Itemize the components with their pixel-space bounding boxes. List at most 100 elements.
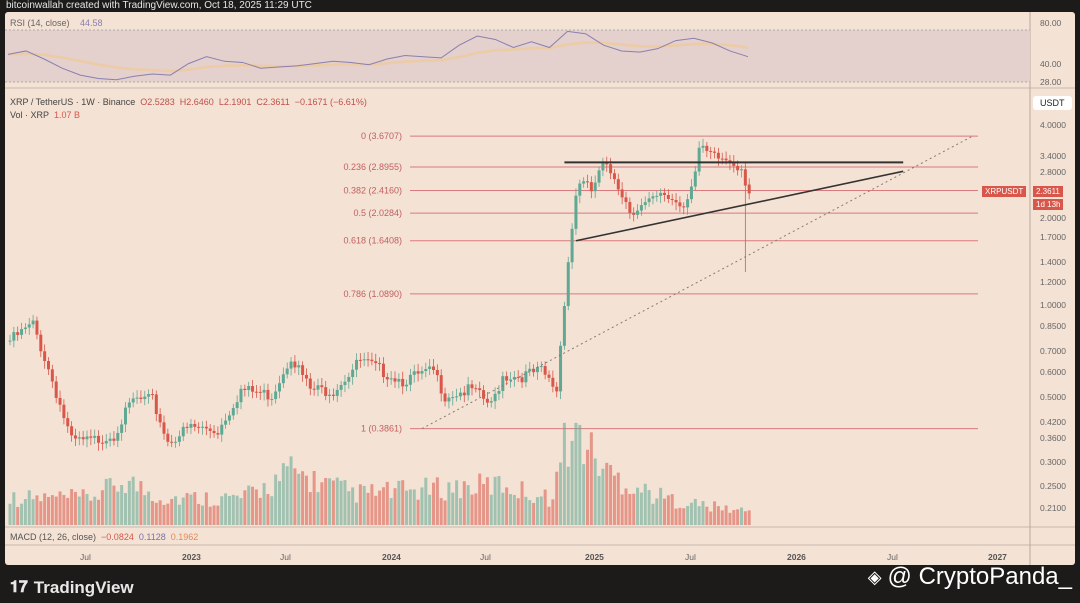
candle-body [77, 437, 81, 439]
volume-bar [127, 480, 131, 525]
volume-bar [697, 506, 701, 525]
candle-body [381, 363, 385, 377]
price-tick: 1.0000 [1040, 300, 1066, 310]
candle-body [243, 388, 247, 391]
volume-bar [278, 481, 281, 525]
volume-bar [23, 499, 27, 525]
time-tick: Jul [480, 552, 491, 562]
candle-body [189, 423, 193, 428]
volume-bar [724, 505, 728, 525]
candle-body [104, 440, 108, 444]
volume-bar [489, 494, 493, 525]
candle-body [231, 408, 235, 416]
volume-bar [647, 490, 651, 525]
volume-bar [362, 485, 366, 525]
candle-body [270, 399, 274, 401]
candle-body [686, 199, 690, 208]
volume-bar [586, 449, 589, 525]
candle-body [58, 397, 62, 405]
volume-bar [559, 462, 563, 525]
candle-body [274, 391, 278, 400]
price-tick: 0.5000 [1040, 392, 1066, 402]
candle-body [678, 202, 682, 207]
currency-button[interactable]: USDT [1033, 96, 1072, 110]
volume-bar [732, 510, 736, 525]
volume-bar [455, 480, 459, 525]
candle-body [120, 424, 124, 433]
volume-bar [193, 492, 197, 525]
legend-symbol: XRP / TetherUS · 1W · Binance O2.5283 H2… [10, 97, 367, 107]
candle-body [316, 385, 320, 390]
candle-body [593, 182, 597, 192]
volume-bar [405, 490, 409, 525]
volume-bar [470, 494, 474, 525]
candle-body [262, 389, 266, 393]
volume-bar [709, 511, 713, 525]
candle-body [505, 376, 509, 381]
candle-body [582, 181, 586, 184]
volume-bar [289, 456, 293, 525]
volume-bar [212, 505, 216, 525]
candle-body [674, 199, 678, 203]
volume-bar [408, 489, 412, 525]
candle-body [39, 334, 43, 352]
volume-bar [670, 494, 674, 525]
candle-body [743, 169, 747, 186]
volume-bar [539, 496, 543, 525]
rsi-ma-line [7, 41, 749, 73]
volume-bar [509, 494, 512, 525]
volume-bar [528, 500, 532, 525]
candle-body [197, 426, 201, 428]
candle-body [620, 189, 624, 198]
volume-bar [312, 470, 316, 525]
volume-bar [412, 489, 416, 525]
candle-body [343, 381, 347, 386]
chart-frame[interactable] [5, 12, 1075, 565]
candle-body [166, 433, 170, 442]
volume-bar [120, 484, 124, 525]
candle-body [85, 436, 89, 440]
ohlc-close: C2.3611 [256, 97, 290, 107]
candle-body [451, 397, 455, 399]
candle-body [181, 426, 185, 437]
candle-body [293, 361, 297, 368]
rsi-line [7, 30, 749, 81]
volume-bar [220, 496, 224, 525]
volume-bar [147, 491, 151, 525]
volume-bar [485, 477, 489, 525]
candle-body [370, 359, 374, 362]
volume-bar [328, 478, 332, 525]
volume-bar [443, 500, 447, 525]
candle-body [435, 369, 439, 376]
volume-label: Vol · XRP [10, 110, 50, 120]
volume-bar [632, 493, 636, 525]
candle-body [520, 377, 524, 383]
volume-bar [320, 482, 324, 525]
volume-bar [20, 503, 24, 525]
volume-bar [478, 473, 482, 525]
volume-bar [239, 498, 243, 525]
candle-body [97, 435, 101, 443]
volume-bar [254, 489, 258, 525]
candle-body [439, 375, 443, 394]
volume-bar [597, 475, 601, 525]
candle-body [8, 340, 12, 342]
volume-bar [447, 482, 451, 525]
candle-body [47, 361, 50, 370]
volume-bar [170, 498, 174, 525]
candle-body [524, 371, 528, 383]
candle-body [428, 366, 432, 369]
volume-bar [512, 494, 516, 525]
candle-body [609, 164, 613, 174]
candle-body [628, 202, 632, 213]
volume-bar [601, 468, 605, 525]
time-tick: 2026 [787, 552, 806, 562]
watermark: ◈ @ CryptoPanda_ [867, 563, 1072, 590]
volume-bar [713, 501, 717, 525]
candle-body [458, 392, 462, 397]
candle-body [335, 389, 339, 396]
candle-body [220, 424, 224, 435]
volume-bar [666, 495, 670, 525]
volume-bar [47, 496, 50, 525]
